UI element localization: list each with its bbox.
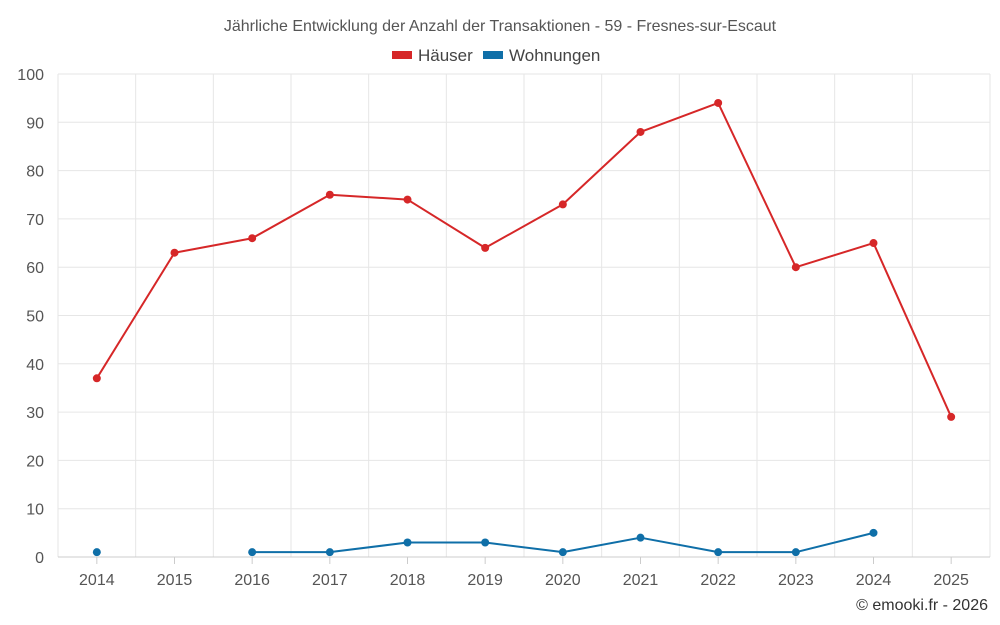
data-point-haeuser[interactable] [170,248,179,257]
y-tick-label: 100 [17,67,44,84]
y-tick-label: 10 [26,502,44,519]
data-point-wohnungen[interactable] [481,538,490,547]
data-point-haeuser[interactable] [869,239,878,248]
y-tick-label: 90 [26,115,44,132]
chart-title: Jährliche Entwicklung der Anzahl der Tra… [224,18,777,35]
data-point-haeuser[interactable] [92,374,101,383]
x-tick-label: 2019 [467,572,503,589]
data-point-haeuser[interactable] [481,243,490,252]
data-point-haeuser[interactable] [403,195,412,204]
x-tick-label: 2016 [234,572,270,589]
x-tick-label: 2023 [778,572,814,589]
data-point-haeuser[interactable] [636,127,645,136]
data-point-wohnungen[interactable] [558,548,567,557]
legend-swatch-haeuser [392,51,412,59]
credit-text: © emooki.fr - 2026 [856,597,988,614]
y-tick-label: 50 [26,309,44,326]
series-line-haeuser [95,101,953,418]
data-point-wohnungen[interactable] [92,548,101,557]
data-point-wohnungen[interactable] [403,538,412,547]
data-point-wohnungen[interactable] [636,533,645,542]
x-tick-label: 2021 [623,572,659,589]
x-tick-label: 2017 [312,572,348,589]
y-tick-label: 0 [35,550,44,567]
series-layer [92,98,956,557]
grid [57,73,991,558]
data-point-wohnungen[interactable] [714,548,723,557]
data-point-haeuser[interactable] [248,234,257,243]
data-point-haeuser[interactable] [558,200,567,209]
data-point-wohnungen[interactable] [791,548,800,557]
legend-swatch-wohnungen [483,51,503,59]
x-axis: 2014 2015 2016 2017 2018 2019 2020 2021 2022 2023… [58,556,990,589]
y-tick-label: 60 [26,260,44,277]
legend: Häuser Wohnungen [392,46,600,65]
x-tick-label: 2020 [545,572,581,589]
y-tick-label: 20 [26,453,44,470]
x-tick-label: 2014 [79,572,115,589]
x-tick-label: 2022 [700,572,736,589]
data-point-haeuser[interactable] [947,412,956,421]
data-point-haeuser[interactable] [791,263,800,272]
y-tick-label: 80 [26,164,44,181]
x-tick-label: 2025 [933,572,969,589]
data-point-wohnungen[interactable] [248,548,257,557]
y-tick-label: 70 [26,212,44,229]
data-point-wohnungen[interactable] [869,528,878,537]
y-tick-label: 40 [26,357,44,374]
data-point-haeuser[interactable] [325,190,334,199]
y-axis: 0 10 20 30 40 50 60 70 80 90 100 [17,67,44,567]
legend-label-wohnungen: Wohnungen [509,46,600,65]
legend-label-haeuser: Häuser [418,46,473,65]
data-point-haeuser[interactable] [714,98,723,107]
x-tick-label: 2024 [856,572,892,589]
data-point-wohnungen[interactable] [325,548,334,557]
x-tick-label: 2018 [390,572,426,589]
x-tick-label: 2015 [157,572,193,589]
y-tick-label: 30 [26,405,44,422]
